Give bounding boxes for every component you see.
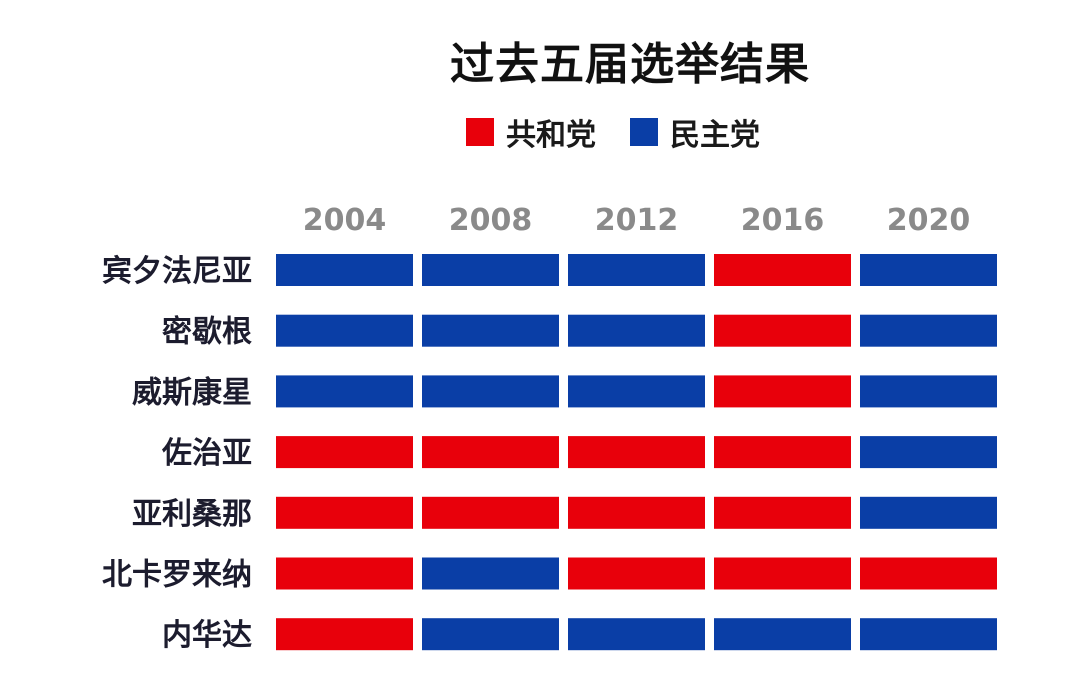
- result-cell-2004: [276, 375, 413, 408]
- result-cell-2004: [276, 254, 413, 286]
- result-cell-2012: [568, 254, 705, 286]
- result-cell-2012: [568, 375, 705, 408]
- legend-item-republican: 共和党: [466, 110, 596, 154]
- result-cell-2012: [568, 496, 705, 529]
- result-cell-2020: [860, 557, 997, 590]
- result-cell-2016: [714, 436, 851, 469]
- result-cell-2004: [276, 314, 413, 347]
- legend-item-democrat: 民主党: [630, 110, 760, 154]
- result-cell-2016: [714, 254, 851, 286]
- result-cell-2016: [714, 314, 851, 347]
- state-label: 佐治亚: [161, 436, 252, 471]
- result-cell-2020: [860, 375, 997, 408]
- state-label: 威斯康星: [132, 375, 252, 410]
- result-cell-2004: [276, 557, 413, 590]
- result-cell-2004: [276, 496, 413, 529]
- result-cell-2008: [422, 557, 559, 590]
- result-cell-2008: [422, 314, 559, 347]
- result-cell-2008: [422, 254, 559, 286]
- legend-label-democrat: 民主党: [670, 118, 760, 153]
- result-cell-2020: [860, 314, 997, 347]
- state-label: 密歇根: [162, 315, 252, 350]
- year-label-2012: 2012: [595, 203, 679, 238]
- result-cell-2004: [276, 618, 413, 651]
- chart-legend: 共和党 民主党: [466, 110, 794, 154]
- legend-swatch-republican: [466, 118, 494, 146]
- result-cell-2008: [422, 436, 559, 469]
- result-cell-2016: [714, 375, 851, 408]
- result-cell-2012: [568, 618, 705, 651]
- year-label-2020: 2020: [887, 203, 971, 238]
- result-cell-2016: [714, 496, 851, 529]
- result-cell-2008: [422, 496, 559, 529]
- result-cell-2004: [276, 436, 413, 469]
- result-cell-2008: [422, 618, 559, 651]
- result-cell-2016: [714, 557, 851, 590]
- result-cell-2012: [568, 314, 705, 347]
- result-cell-2012: [568, 557, 705, 590]
- result-cell-2020: [860, 436, 997, 469]
- state-label: 内华达: [162, 618, 252, 653]
- state-label: 北卡罗来纳: [102, 558, 252, 593]
- chart-title: 过去五届选举结果: [450, 39, 810, 90]
- state-label: 亚利桑那: [132, 497, 252, 532]
- legend-label-republican: 共和党: [506, 118, 596, 153]
- year-label-2008: 2008: [449, 203, 533, 238]
- state-label: 宾夕法尼亚: [102, 254, 252, 289]
- result-cell-2008: [422, 375, 559, 408]
- legend-swatch-democrat: [630, 118, 658, 146]
- year-label-2016: 2016: [741, 203, 825, 238]
- result-cell-2020: [860, 496, 997, 529]
- result-cell-2020: [860, 254, 997, 286]
- year-label-2004: 2004: [303, 203, 387, 238]
- result-cell-2012: [568, 436, 705, 469]
- result-cell-2020: [860, 618, 997, 651]
- result-cell-2016: [714, 618, 851, 651]
